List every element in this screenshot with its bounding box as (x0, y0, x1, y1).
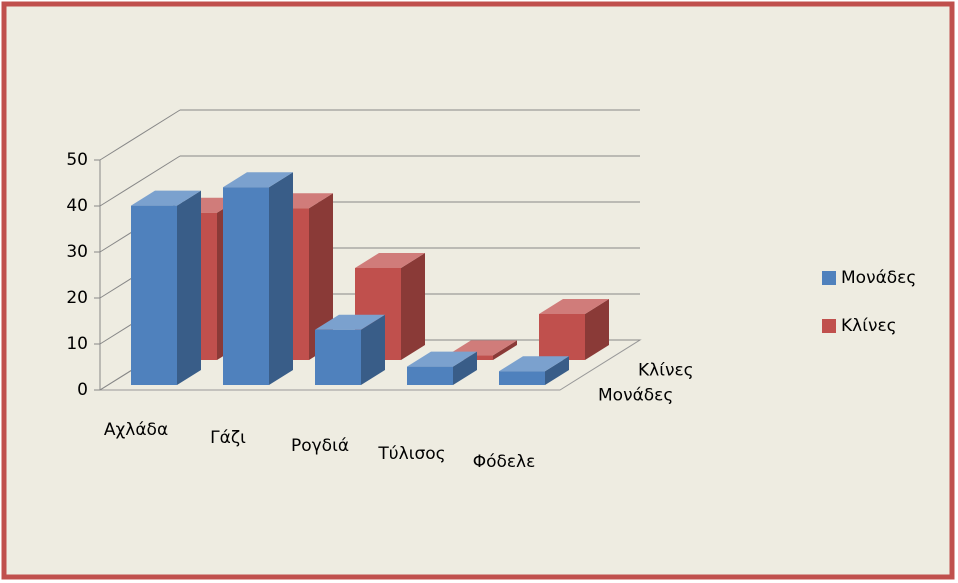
x-tick-label: Τύλισος (377, 444, 445, 464)
bar (131, 205, 177, 385)
bar-top (407, 351, 477, 367)
depth-label: Μονάδες (598, 386, 673, 406)
bar-top (355, 253, 425, 268)
grid-line (99, 155, 181, 207)
bar-top (499, 356, 569, 372)
bar-side (177, 190, 201, 385)
bar-top (223, 172, 293, 188)
legend-swatch (822, 319, 836, 333)
bar-top (539, 299, 609, 314)
y-tick-label: 20 (66, 288, 88, 308)
bar-side (361, 314, 385, 385)
x-tick-label: Ρογδιά (291, 436, 349, 456)
bar-side (585, 299, 609, 360)
bar (539, 314, 585, 360)
bar (499, 371, 545, 385)
y-tick-label: 30 (66, 242, 88, 262)
x-tick-label: Φόδελε (473, 452, 536, 472)
bar-side (453, 351, 477, 385)
y-tick-label: 50 (66, 150, 88, 170)
grid-line (99, 109, 181, 161)
y-tick-label: 0 (77, 380, 88, 400)
legend-label: Μονάδες (841, 268, 916, 288)
y-tick-label: 10 (66, 334, 88, 354)
x-tick-label: Γάζι (210, 428, 246, 448)
bar-side (493, 340, 517, 360)
bar (315, 329, 361, 385)
bar-side (269, 172, 293, 385)
bar (407, 366, 453, 385)
bar-top (315, 314, 385, 330)
y-tick-label: 40 (66, 196, 88, 216)
bar-side (309, 193, 333, 360)
x-tick-label: Αχλάδα (104, 420, 168, 440)
bar-side (401, 253, 425, 360)
legend-label: Κλίνες (841, 316, 897, 336)
bar-top (131, 190, 201, 206)
depth-label: Κλίνες (638, 361, 694, 381)
bar (223, 187, 269, 385)
bar-side (545, 356, 569, 385)
legend-swatch (822, 271, 836, 285)
